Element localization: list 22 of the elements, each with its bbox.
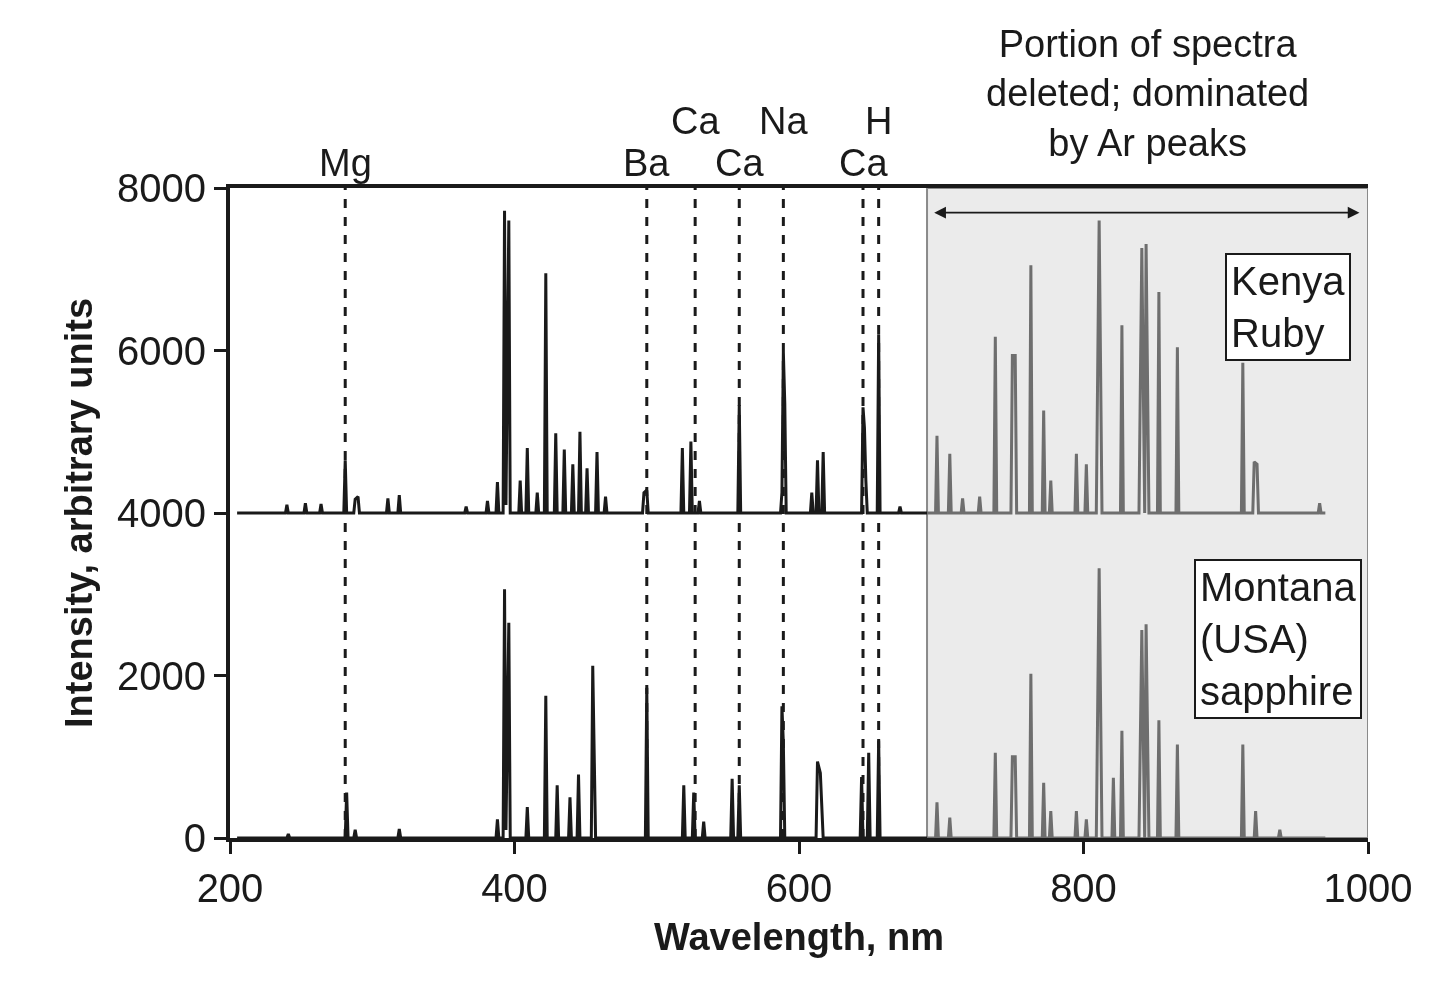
band-label: Portion of spectra deleted; dominated by Ar peaks xyxy=(986,23,1310,164)
y-axis-title: Intensity, arbitrary units xyxy=(57,297,100,729)
ref-line-label: Ba xyxy=(623,142,671,184)
y-tick-label: 4000 xyxy=(117,491,206,535)
ref-line-label: Ca xyxy=(839,142,889,184)
ref-line-label: Mg xyxy=(319,142,372,184)
x-tick-label: 400 xyxy=(481,866,548,910)
ref-line-label: H xyxy=(865,100,893,142)
x-tick-label: 600 xyxy=(765,866,833,910)
x-axis-title: Wavelength, nm xyxy=(654,915,944,958)
annotation: Montana (USA) sapphire xyxy=(1200,565,1357,713)
ref-line-label: Na xyxy=(759,100,809,142)
y-tick-label: 2000 xyxy=(117,653,206,698)
x-tick-label: 1000 xyxy=(1323,866,1413,910)
y-tick-label: 0 xyxy=(183,816,206,860)
ref-line-label: Ca xyxy=(715,142,765,184)
annotation: Kenya Ruby xyxy=(1231,259,1346,355)
y-tick-label: 6000 xyxy=(117,328,206,373)
x-tick-label: 800 xyxy=(1050,866,1117,910)
ref-line-label: Ca xyxy=(671,100,721,142)
x-tick-label: 200 xyxy=(196,866,264,910)
y-tick-label: 8000 xyxy=(117,166,206,210)
